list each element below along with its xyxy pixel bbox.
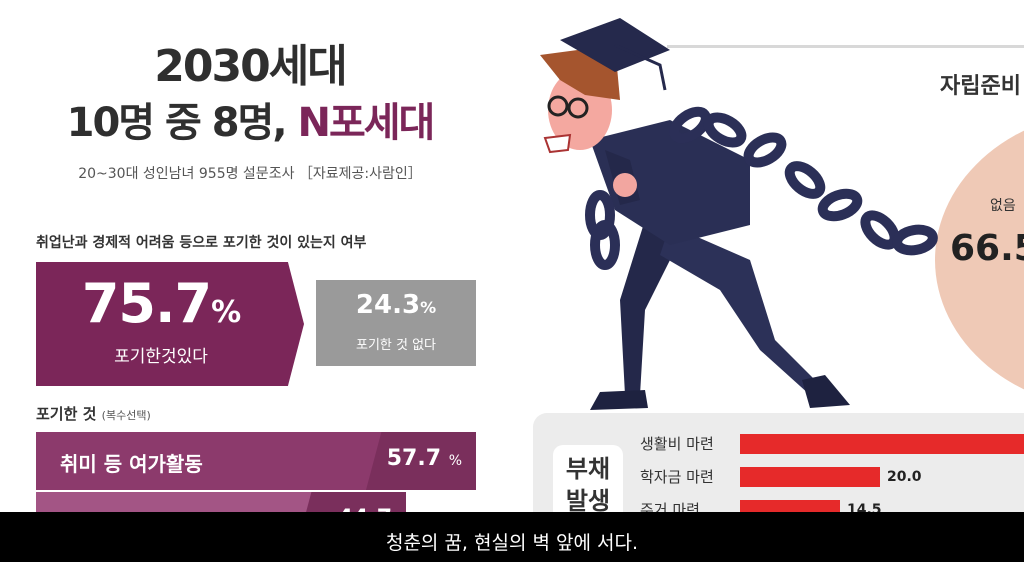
yes-caption: 포기한것있다 [114, 347, 208, 367]
divider-line [667, 45, 1024, 48]
debt-row: 생활비 마련 [640, 433, 714, 454]
debt-bar [740, 434, 1024, 454]
debt-title: 부채 발생 [553, 453, 623, 517]
gave-up-bar: 취미 등 여가활동 57.7 % [36, 432, 476, 490]
debt-title-line1: 부채 [565, 455, 611, 483]
no-caption: 포기한 것 없다 [355, 338, 437, 353]
debt-row-label: 학자금 마련 [640, 468, 714, 486]
debt-title-line2: 발생 [565, 487, 611, 515]
caption-bar [0, 512, 1024, 562]
debt-row: 학자금 마련 [640, 466, 714, 487]
graduate-character-illustration [540, 18, 938, 410]
circle-label: 없음 [990, 198, 1016, 214]
yes-percentage-box: 75.7% 포기한것있다 [36, 262, 304, 386]
bar-value-unit: % [448, 453, 462, 469]
survey-subtitle: 20~30대 성인남녀 955명 설문조사 ［자료제공:사람인］ [78, 166, 422, 182]
yes-number: 75.7 [81, 272, 212, 335]
yes-unit: % [211, 295, 241, 330]
debt-bar [740, 467, 880, 487]
gave-up-bar-value: 57.7 % [387, 446, 462, 471]
main-title-line2: 10명 중 8명, N포세대 [0, 90, 500, 148]
yes-value: 75.7% [36, 272, 286, 335]
gave-up-bar-label: 취미 등 여가활동 [60, 452, 203, 476]
no-value: 24.3% [316, 290, 476, 320]
right-chart-title: 자립준비 [940, 74, 1021, 99]
title-prefix: 10명 중 8명, [66, 100, 298, 146]
debt-row-label: 생활비 마련 [640, 435, 714, 453]
question-label: 취업난과 경제적 어려움 등으로 포기한 것이 있는지 여부 [36, 235, 367, 251]
no-percentage-box: 24.3% 포기한 것 없다 [316, 280, 476, 366]
title-accent: N포세대 [297, 100, 435, 146]
debt-value: 20.0 [887, 469, 922, 485]
main-title: 2030세대 [154, 41, 347, 92]
circle-value: 66.5 [950, 228, 1024, 269]
gave-up-note: (복수선택) [101, 409, 151, 422]
video-caption: 청춘의 꿈, 현실의 벽 앞에 서다. [385, 532, 639, 554]
no-number: 24.3 [355, 290, 421, 320]
debt-badge [553, 445, 623, 525]
bar-value-number: 57.7 [386, 446, 442, 471]
gave-up-bar-value-box [366, 432, 476, 490]
no-unit: % [420, 298, 437, 317]
gave-up-label: 포기한 것 [36, 405, 97, 423]
gave-up-heading: 포기한 것 (복수선택) [36, 403, 151, 424]
